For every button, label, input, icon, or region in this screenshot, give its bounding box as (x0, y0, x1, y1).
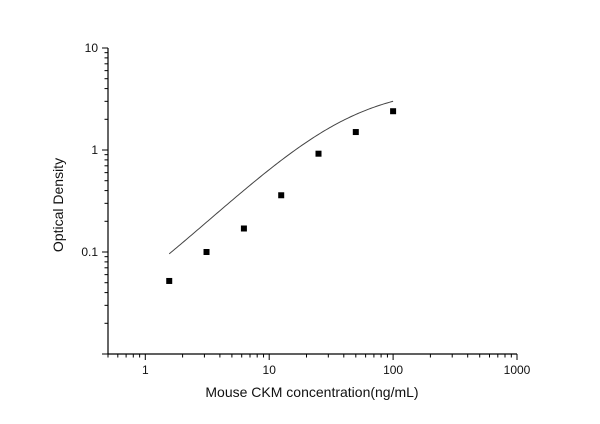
data-point (352, 129, 359, 136)
fit-curve-layer (168, 100, 394, 255)
x-tick-label: 1000 (504, 363, 531, 377)
x-tick-label: 100 (383, 363, 403, 377)
y-tick-label: 10 (85, 41, 99, 55)
y-tick-label: 1 (91, 143, 98, 157)
data-point (390, 108, 397, 115)
data-point (166, 277, 173, 284)
axes (107, 48, 517, 355)
data-point (203, 249, 210, 255)
fit-curve (168, 100, 394, 255)
x-tick-label: 10 (263, 363, 277, 377)
data-points (166, 108, 397, 284)
data-point (240, 225, 247, 232)
data-point (278, 192, 285, 199)
x-tick-label: 1 (142, 363, 149, 377)
y-axis-label: Optical Density (50, 158, 66, 252)
x-axis-label: Mouse CKM concentration(ng/mL) (205, 384, 418, 400)
y-axis-ticks: 0.1 1 10 (81, 41, 108, 355)
x-axis-ticks: 1 10 100 1000 (107, 354, 531, 377)
data-point (315, 150, 322, 157)
y-tick-label: 0.1 (81, 245, 98, 259)
